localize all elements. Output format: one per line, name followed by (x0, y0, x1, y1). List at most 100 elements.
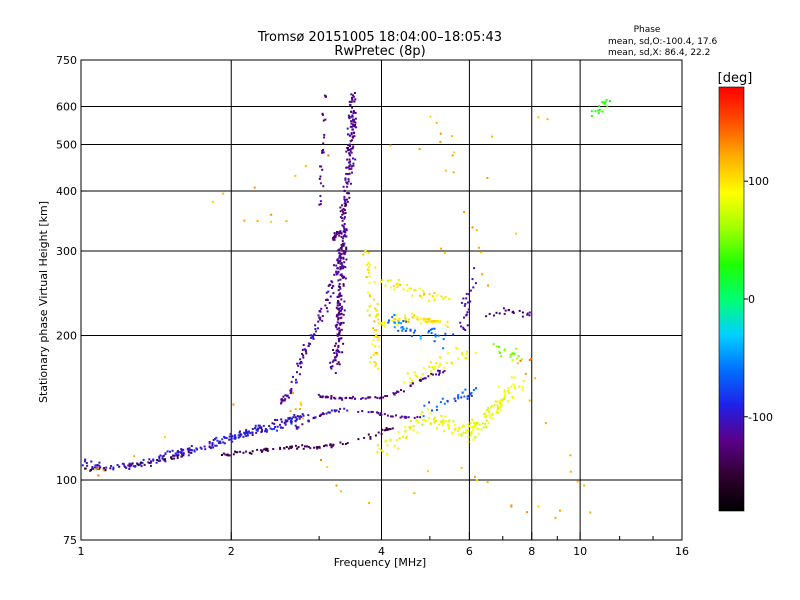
data-point (332, 359, 335, 362)
data-point (372, 298, 375, 301)
data-point (444, 169, 447, 172)
data-point (341, 443, 344, 446)
data-point (333, 236, 336, 239)
data-point (457, 397, 460, 400)
data-point (342, 212, 345, 215)
data-point (299, 401, 302, 404)
data-point (494, 400, 497, 403)
data-point (338, 322, 341, 325)
data-point (182, 448, 185, 451)
data-point (379, 396, 382, 399)
data-point (365, 276, 368, 278)
data-point (431, 373, 434, 376)
data-point (340, 244, 343, 246)
data-point (457, 430, 460, 433)
data-point (404, 415, 407, 418)
data-point (321, 412, 324, 415)
data-point (343, 227, 346, 230)
data-point (357, 410, 360, 413)
data-point (402, 320, 405, 323)
data-point (409, 329, 412, 332)
data-point (147, 461, 150, 464)
data-point (499, 403, 502, 406)
data-point (428, 320, 431, 323)
data-point (367, 411, 370, 414)
data-point (466, 350, 468, 353)
data-point (322, 185, 325, 188)
data-point (482, 422, 484, 425)
data-point (348, 168, 351, 171)
data-point (341, 209, 344, 211)
data-point (478, 423, 481, 426)
data-point (341, 245, 344, 248)
data-point (364, 397, 367, 400)
data-point (232, 403, 235, 406)
data-point (350, 397, 353, 400)
data-point (369, 436, 372, 438)
data-point (333, 232, 336, 234)
data-point (521, 315, 524, 318)
data-point (424, 377, 427, 380)
data-point (335, 409, 338, 412)
data-point (295, 426, 298, 429)
x-tick-label: 8 (528, 545, 535, 558)
data-point (318, 177, 321, 180)
data-point (272, 448, 275, 450)
data-point (323, 136, 326, 139)
data-point (409, 427, 411, 430)
data-point (510, 505, 513, 508)
data-point (411, 379, 413, 382)
data-point (386, 453, 388, 455)
y-tick-label: 750 (56, 54, 77, 67)
data-point (512, 311, 515, 314)
data-point (251, 434, 254, 436)
data-point (349, 125, 352, 128)
data-point (343, 253, 346, 256)
data-point (279, 423, 281, 426)
data-point (245, 428, 248, 431)
data-point (485, 414, 488, 417)
data-point (467, 440, 470, 443)
data-point (498, 350, 501, 353)
data-point (473, 475, 476, 478)
data-point (402, 381, 405, 384)
data-point (339, 262, 342, 265)
data-point (354, 158, 357, 161)
data-point (290, 390, 293, 393)
data-point (413, 315, 416, 318)
data-point (331, 287, 333, 289)
data-point (537, 505, 540, 508)
data-point (350, 132, 353, 135)
data-point (339, 306, 342, 309)
data-point (373, 281, 376, 283)
data-point (340, 232, 343, 235)
data-point (187, 454, 190, 457)
data-point (503, 395, 506, 398)
data-point (496, 409, 499, 412)
data-point (304, 349, 307, 352)
data-point (503, 390, 506, 393)
data-point (339, 231, 342, 234)
data-point (420, 379, 423, 382)
data-point (338, 331, 341, 334)
data-point (503, 312, 506, 315)
data-point (383, 320, 386, 323)
data-point (457, 357, 460, 360)
data-point (352, 111, 355, 114)
data-point (263, 448, 266, 451)
data-point (306, 445, 308, 448)
data-point (397, 329, 400, 332)
data-point (470, 432, 473, 435)
data-point (343, 216, 346, 219)
data-point (304, 445, 306, 448)
data-point (429, 328, 432, 331)
data-point (336, 249, 339, 252)
data-point (434, 419, 437, 422)
data-point (338, 248, 341, 251)
data-point (136, 462, 139, 465)
data-point (307, 414, 310, 417)
data-point (321, 315, 324, 317)
data-point (348, 165, 351, 168)
data-point (429, 115, 432, 118)
data-point (352, 94, 354, 97)
